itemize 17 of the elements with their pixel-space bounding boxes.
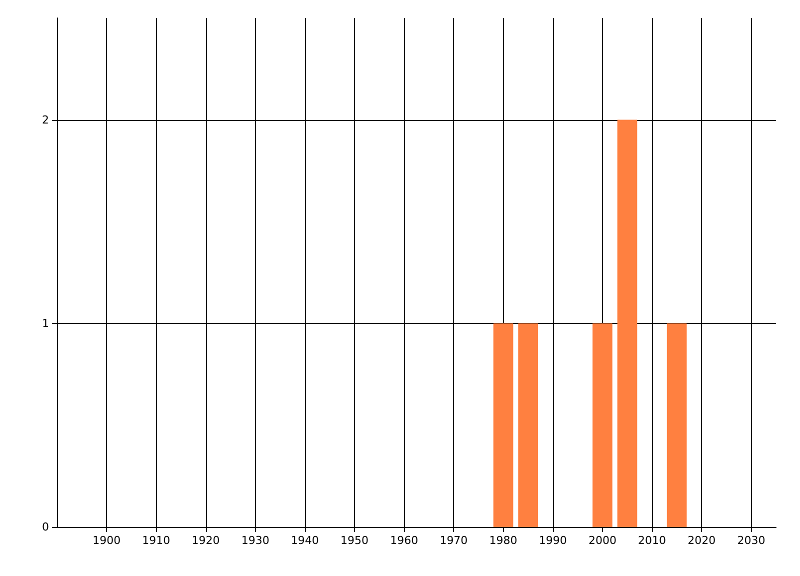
x-tick-label: 1980 (489, 534, 518, 547)
x-tick-label: 1910 (142, 534, 170, 547)
x-tick-label: 2000 (588, 534, 616, 547)
x-tick-label: 1920 (192, 534, 220, 547)
x-tick-label: 2010 (638, 534, 666, 547)
x-tick-label: 2030 (737, 534, 766, 547)
x-tick-label: 1900 (92, 534, 121, 547)
x-tick-label: 1970 (440, 534, 468, 547)
y-tick-label: 2 (42, 113, 49, 126)
x-tick-label: 1960 (390, 534, 418, 547)
x-tick-label: 2020 (688, 534, 716, 547)
x-tick-label: 1930 (241, 534, 270, 547)
x-tick-label: 1990 (538, 534, 567, 547)
y-tick-label: 0 (42, 520, 49, 534)
x-tick-label: 1940 (290, 534, 319, 547)
x-tick-label: 1950 (340, 534, 369, 547)
y-tick-label: 1 (42, 316, 49, 330)
